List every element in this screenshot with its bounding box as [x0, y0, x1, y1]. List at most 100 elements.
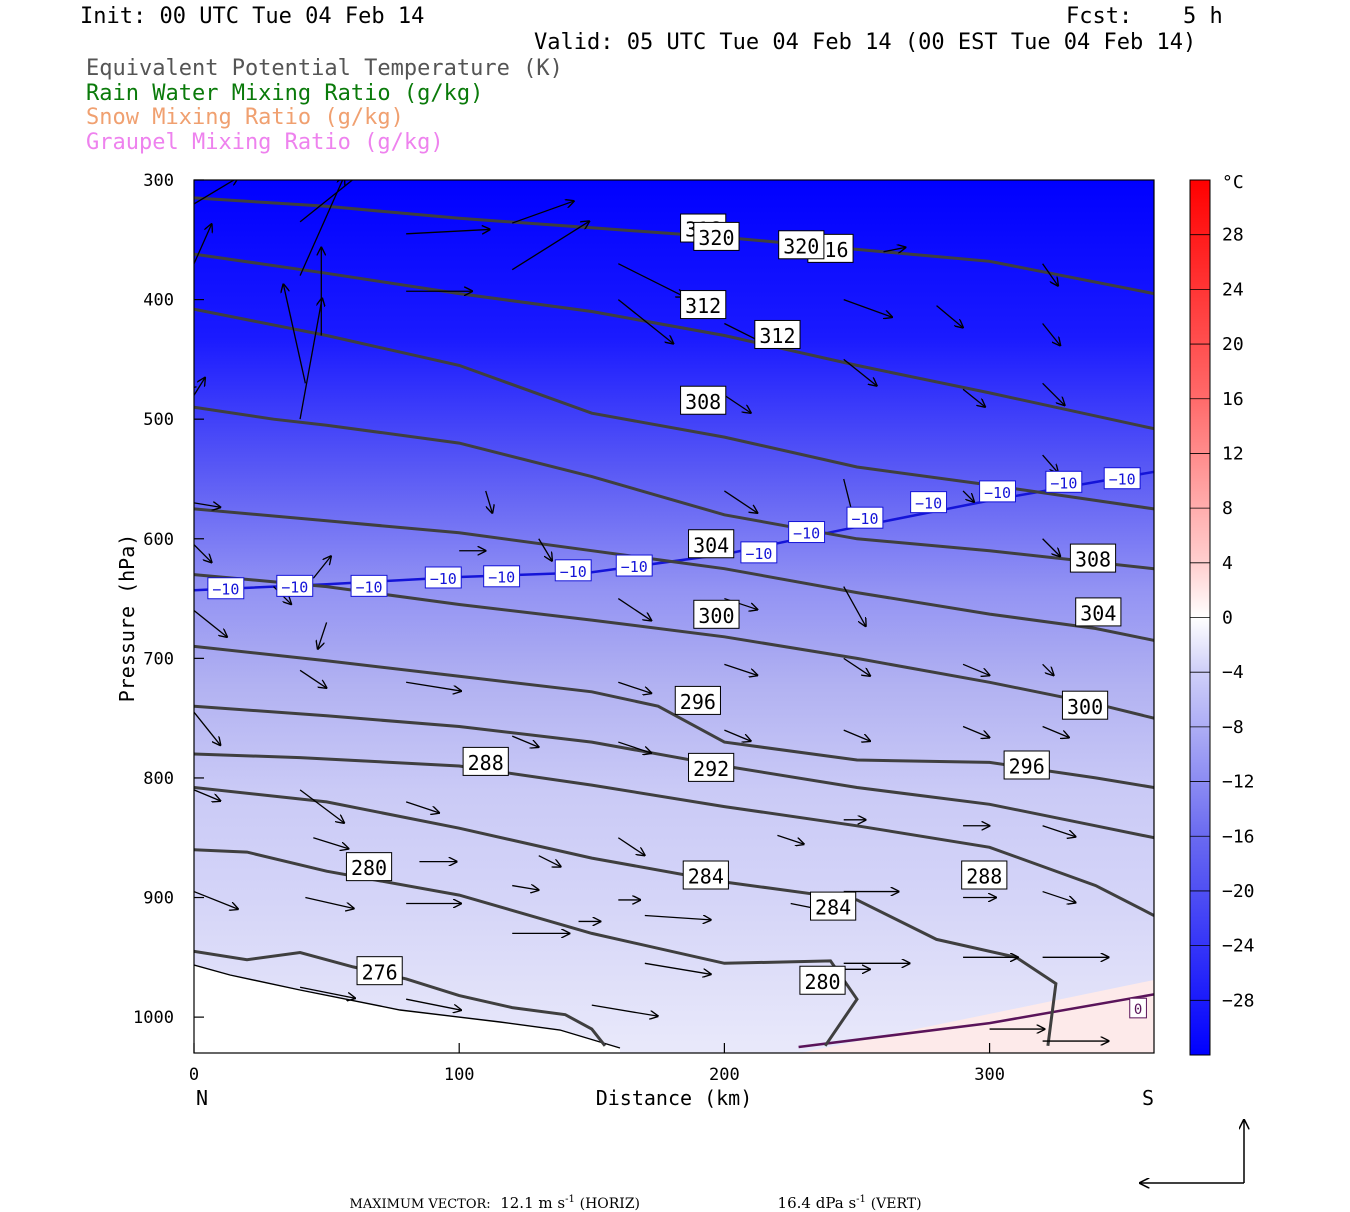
legend-rain-mixing: Rain Water Mixing Ratio (g/kg): [86, 81, 484, 106]
isotherm-zero-label: 0: [1129, 997, 1147, 1019]
isotherm-label-text: −10: [1050, 474, 1077, 492]
isotherm-label: −10: [846, 506, 884, 529]
wind-vector: [962, 490, 974, 502]
wind-vector: [1042, 263, 1058, 286]
wind-vector: [194, 224, 212, 264]
wind-vector: [283, 284, 307, 384]
horiz-max-unit: (HORIZ): [579, 1196, 641, 1212]
wind-vector: [194, 610, 227, 637]
theta-e-label-text: 312: [759, 324, 795, 348]
wind-vector: [512, 886, 538, 890]
y-tick-label: 300: [143, 171, 174, 191]
theta-e-label-text: 312: [685, 294, 721, 318]
theta-e-label-text: 288: [468, 751, 504, 775]
legend-graupel-mixing: Graupel Mixing Ratio (g/kg): [86, 130, 444, 155]
theta-e-label-text: 296: [680, 690, 716, 714]
theta-e-label-text: 304: [1080, 602, 1116, 626]
wind-vector: [406, 120, 472, 168]
theta-e-label-text: 320: [698, 226, 734, 250]
theta-e-label-text: 296: [1009, 755, 1045, 779]
colorbar-tick-label: 12: [1222, 443, 1244, 464]
colorbar-tick-label: −8: [1222, 717, 1244, 738]
y-tick-label: 600: [143, 530, 174, 550]
wind-vector: [724, 663, 757, 675]
isotherm-label: −10: [740, 541, 778, 564]
wind-vector: [512, 201, 574, 224]
theta-e-label: 292: [688, 752, 735, 782]
wind-vector: [644, 915, 711, 919]
colorbar-tick-label: 8: [1222, 498, 1233, 519]
theta-e-contour-316: [194, 252, 1154, 431]
isotherm-label-text: −10: [793, 524, 820, 542]
theta-e-contour-280: [194, 848, 859, 1047]
theta-e-label: 320: [693, 221, 740, 251]
wind-vector: [187, 383, 194, 387]
forecast-hour: 5 h: [1183, 4, 1223, 29]
theta-e-label-text: 300: [1067, 695, 1103, 719]
wind-vector: [299, 180, 344, 276]
isotherm-label-text: −10: [212, 581, 239, 599]
wind-vector: [617, 837, 644, 856]
terrain-outline: [194, 964, 621, 1049]
theta-e-label: 312: [754, 319, 801, 349]
theta-e-label: 280: [799, 965, 846, 995]
forecast-label: Fcst:: [1066, 4, 1133, 29]
wind-vector: [1042, 538, 1061, 557]
theta-e-label-text: 308: [1075, 548, 1111, 572]
isotherm-label: −10: [979, 480, 1016, 503]
below-ground-mask: [194, 965, 620, 1053]
theta-e-label: 300: [1061, 690, 1109, 720]
isotherm-label: −10: [554, 559, 592, 582]
theta-e-label-text: 276: [362, 960, 398, 984]
wind-vector: [406, 229, 490, 235]
isotherm-label-text: −10: [984, 484, 1011, 502]
wind-vector: [1042, 725, 1069, 738]
wind-vector: [883, 247, 906, 251]
isotherm-label-text: −10: [1109, 471, 1136, 489]
theta-e-label-text: 308: [685, 390, 721, 414]
wind-vector: [962, 663, 989, 675]
isotherm-label: −10: [207, 577, 245, 600]
theta-e-label: 312: [680, 290, 727, 320]
theta-e-label: 288: [961, 860, 1008, 890]
wind-vector: [777, 834, 803, 844]
theta-e-label-text: 292: [693, 757, 729, 781]
wind-vector: [299, 298, 322, 420]
colorbar-tick-label: 4: [1222, 553, 1233, 574]
wind-vector: [194, 890, 238, 910]
plot-frame: [193, 179, 1155, 1054]
isotherm-label-text: −10: [745, 545, 772, 563]
wind-vector: [618, 681, 651, 693]
y-tick-label: 700: [143, 649, 174, 669]
theta-e-label-text: 300: [698, 604, 734, 628]
theta-e-label-text: 284: [688, 865, 724, 889]
theta-e-contour-276: [194, 949, 607, 1047]
init-time: Init: 00 UTC Tue 04 Feb 14: [80, 4, 425, 29]
theta-e-label: 320: [778, 230, 825, 260]
wind-vector: [194, 544, 212, 563]
isotherm-label-text: −10: [488, 569, 515, 587]
colorbar-tick-label: 0: [1222, 608, 1233, 629]
reference-vector: [1140, 1120, 1244, 1183]
wind-vector: [1042, 890, 1076, 903]
x-axis-title: Distance (km): [596, 1086, 753, 1110]
wind-vector: [511, 221, 589, 271]
south-label: S: [1142, 1086, 1154, 1110]
theta-e-label-text: 320: [783, 234, 819, 258]
wind-vector: [299, 669, 326, 688]
theta-e-label: 308: [680, 385, 727, 415]
wind-vector: [406, 681, 461, 691]
theta-e-contour-308: [194, 405, 1154, 571]
wind-vector: [962, 388, 985, 407]
y-tick-label: 500: [143, 410, 174, 430]
theta-e-label: 296: [674, 685, 721, 715]
north-label: N: [196, 1086, 208, 1110]
colorbar-tick-label: 28: [1222, 225, 1244, 246]
wind-vector: [405, 801, 439, 813]
y-axis-title: Pressure (hPa): [115, 534, 139, 703]
isotherm-label-text: −10: [355, 578, 382, 596]
wind-vector: [538, 538, 552, 561]
footer-vert-vector: 16.4 dPa s-1 (VERT): [768, 1176, 922, 1212]
colorbar-tick-label: 16: [1222, 389, 1244, 410]
isotherm-label: −10: [788, 521, 826, 544]
